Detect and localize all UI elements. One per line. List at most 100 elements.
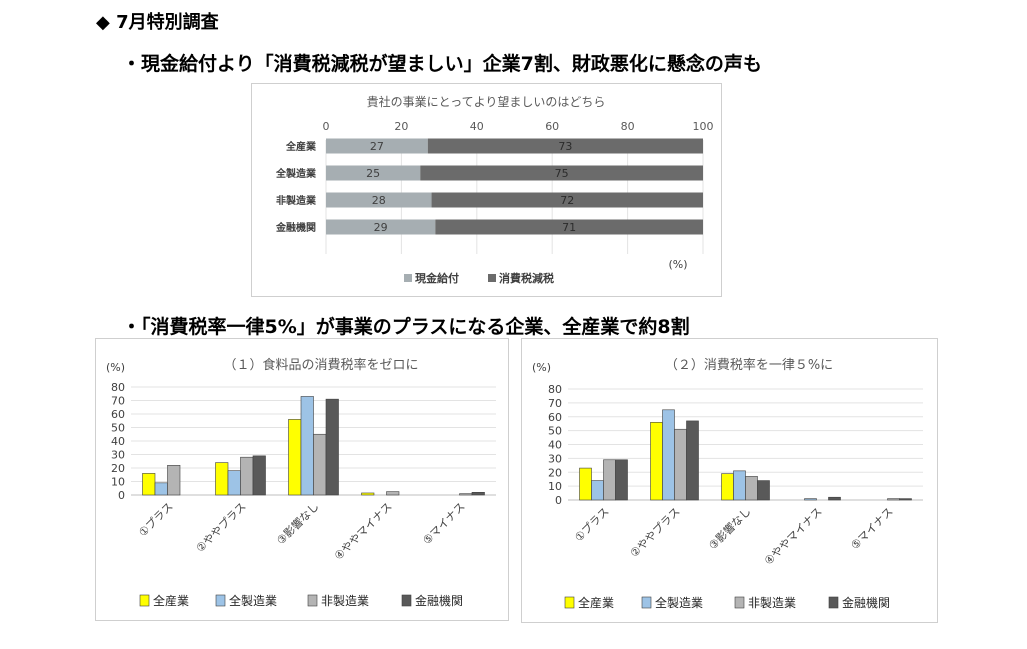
bar — [288, 419, 302, 496]
category-label: ②ややプラス — [194, 500, 249, 555]
x-tick-label: 0 — [323, 120, 330, 133]
legend-label: 金融機関 — [415, 593, 463, 608]
bar-segment — [431, 192, 703, 208]
bar-segment — [427, 138, 703, 154]
bar — [603, 459, 616, 501]
y-tick-label: 10 — [111, 476, 125, 489]
legend-swatch — [641, 596, 652, 609]
food-zero-tax-chart-panel: （１）食料品の消費税率をゼロに (%) 0 10 20 30 40 50 60 70 80 ①プラス ②… — [95, 338, 509, 621]
stacked-bar-chart: 貴社の事業にとってより望ましいのはどちら 0 20 40 60 80 100 全産業 27 73 全… — [275, 94, 714, 285]
finding-cash-vs-tax-cut: ・現金給付より「消費税減税が望ましい」企業7割、財政悪化に懸念の声も — [122, 53, 762, 75]
category-label: ⑤マイナス — [420, 500, 467, 547]
bar — [828, 496, 841, 501]
data-label: 72 — [560, 194, 574, 207]
bar — [471, 492, 485, 496]
y-tick-label: 30 — [548, 452, 562, 465]
category-label: ①プラス — [572, 505, 611, 544]
bar — [674, 428, 687, 501]
y-tick-label: 80 — [111, 381, 125, 394]
bar — [300, 396, 314, 496]
bar-segment — [326, 138, 428, 154]
chart-title: 貴社の事業にとってより望ましいのはどちら — [367, 94, 606, 109]
y-tick-label: 30 — [111, 449, 125, 462]
legend-label: 全製造業 — [229, 593, 277, 608]
bar — [757, 480, 770, 501]
x-tick-label: 20 — [394, 120, 408, 133]
y-tick-label: 50 — [548, 425, 562, 438]
y-axis-unit: (%) — [106, 361, 125, 374]
x-tick-label: 80 — [621, 120, 635, 133]
bar — [733, 470, 746, 501]
legend-label: 全産業 — [153, 593, 189, 608]
legend-label: 全産業 — [578, 595, 614, 610]
category-label: 金融機関 — [275, 221, 316, 234]
category-label: 全産業 — [285, 140, 317, 153]
y-axis-unit: (%) — [532, 361, 551, 374]
bar — [252, 455, 266, 496]
chart-title: （２）消費税率を一律５%に — [665, 357, 833, 373]
bar — [313, 433, 327, 496]
legend-swatch — [215, 594, 226, 607]
bar — [361, 492, 375, 496]
y-tick-label: 70 — [548, 397, 562, 410]
bar-segment — [326, 192, 432, 208]
legend-label: 現金給付 — [415, 271, 459, 285]
y-tick-label: 0 — [118, 489, 125, 502]
bar — [154, 482, 168, 496]
x-tick-label: 60 — [545, 120, 559, 133]
y-tick-label: 20 — [548, 466, 562, 479]
bar — [591, 480, 604, 501]
data-label: 25 — [366, 167, 380, 180]
y-tick-label: 20 — [111, 462, 125, 475]
bar — [579, 467, 592, 501]
data-label: 73 — [558, 140, 572, 153]
bar — [386, 491, 400, 496]
bar — [142, 473, 156, 496]
bar-segment — [420, 165, 703, 181]
bar — [721, 473, 734, 501]
bar-segment — [326, 219, 436, 235]
bar — [899, 498, 912, 501]
bar-segment — [326, 165, 421, 181]
legend-swatch — [139, 594, 150, 607]
category-label: ③影響なし — [274, 499, 322, 547]
category-label: ③影響なし — [706, 504, 754, 552]
category-label: 全製造業 — [275, 167, 317, 180]
page-title: ◆ 7月特別調査 — [96, 12, 219, 33]
data-label: 29 — [374, 221, 388, 234]
category-label: ②ややプラス — [628, 505, 683, 560]
x-tick-label: 100 — [693, 120, 714, 133]
bar — [615, 459, 628, 501]
finding-uniform-5pct-rate: ・「消費税率一律5%」が事業のプラスになる企業、全産業で約8割 — [122, 316, 690, 338]
y-tick-label: 60 — [548, 411, 562, 424]
y-tick-label: 0 — [555, 494, 562, 507]
stacked-bar-chart-panel: 貴社の事業にとってより望ましいのはどちら 0 20 40 60 80 100 全産業 27 73 全… — [251, 83, 722, 297]
category-label: 非製造業 — [276, 194, 317, 207]
legend-swatch — [828, 596, 839, 609]
y-tick-label: 40 — [111, 435, 125, 448]
data-label: 27 — [370, 140, 384, 153]
data-label: 71 — [562, 221, 576, 234]
y-tick-label: 10 — [548, 480, 562, 493]
legend-label: 全製造業 — [655, 595, 703, 610]
y-tick-label: 70 — [111, 395, 125, 408]
chart-title: （１）食料品の消費税率をゼロに — [223, 357, 418, 373]
bar — [686, 420, 699, 501]
bar — [325, 398, 339, 496]
bar — [804, 498, 817, 501]
y-tick-label: 80 — [548, 383, 562, 396]
data-label: 75 — [555, 167, 569, 180]
legend-label: 非製造業 — [321, 594, 369, 608]
legend-swatch — [564, 596, 575, 609]
legend-label: 金融機関 — [842, 595, 890, 610]
y-tick-label: 40 — [548, 439, 562, 452]
legend-swatch — [401, 594, 412, 607]
bar — [240, 456, 254, 496]
unit-label: (%) — [668, 258, 687, 271]
legend-swatch — [404, 274, 412, 282]
bar — [227, 470, 241, 496]
category-label: ④ややマイナス — [762, 505, 825, 568]
bar — [650, 422, 663, 501]
